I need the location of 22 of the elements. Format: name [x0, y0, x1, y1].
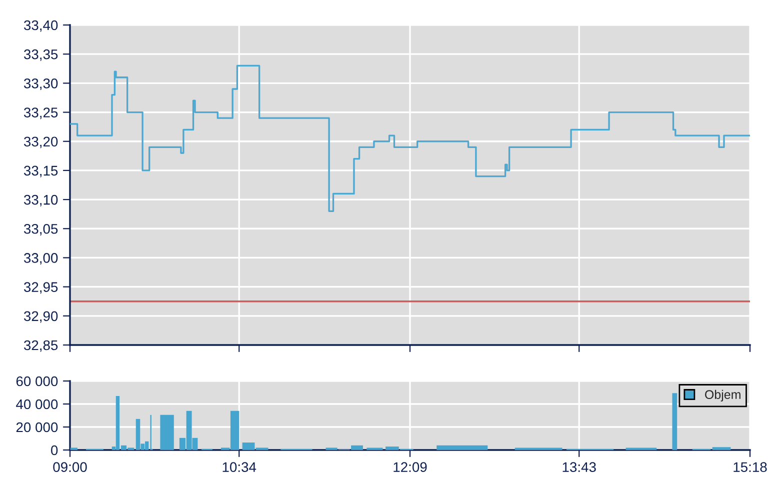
y-tick-label: 33,15 [24, 166, 58, 178]
y-tick-label: 33,35 [24, 49, 58, 61]
y-tick-label: 20 000 [16, 422, 58, 432]
y-tick-label: 60 000 [16, 376, 58, 386]
y-tick-label: 33,40 [24, 20, 58, 32]
y-tick-label: 33,20 [24, 136, 58, 148]
y-tick-label: 32,95 [24, 282, 58, 294]
y-tick-label: 0 [51, 445, 58, 456]
x-tick-label: 10:34 [222, 462, 256, 472]
y-tick-label: 33,10 [24, 194, 58, 206]
x-tick-label: 12:09 [394, 462, 427, 472]
y-tick-label: 33,00 [24, 253, 58, 265]
x-tick-label: 09:00 [53, 462, 87, 472]
legend-label: Objem [705, 390, 740, 402]
y-tick-label: 33,30 [24, 78, 58, 90]
y-tick-label: 33,25 [24, 108, 58, 120]
y-tick-label: 32,90 [24, 311, 58, 323]
y-tick-label: 32,85 [24, 340, 58, 352]
x-tick-label: 13:43 [562, 462, 596, 472]
y-tick-label: 33,05 [24, 224, 58, 236]
x-tick-label: 15:18 [734, 462, 767, 472]
y-tick-label: 40 000 [16, 399, 58, 410]
